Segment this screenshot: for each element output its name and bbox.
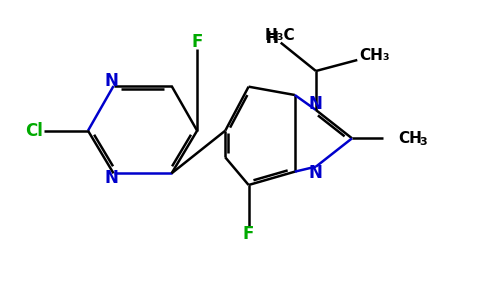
Text: H: H [266,31,279,46]
Text: N: N [105,169,119,187]
Text: N: N [309,164,323,182]
Text: CH: CH [398,131,422,146]
Text: N: N [105,72,119,90]
Text: CH₃: CH₃ [359,47,390,62]
Text: H₃C: H₃C [264,28,295,43]
Text: N: N [309,95,323,113]
Text: 3: 3 [420,137,427,147]
Text: F: F [243,225,254,243]
Text: H: H [266,31,279,46]
Text: F: F [192,33,203,51]
Text: Cl: Cl [25,122,43,140]
